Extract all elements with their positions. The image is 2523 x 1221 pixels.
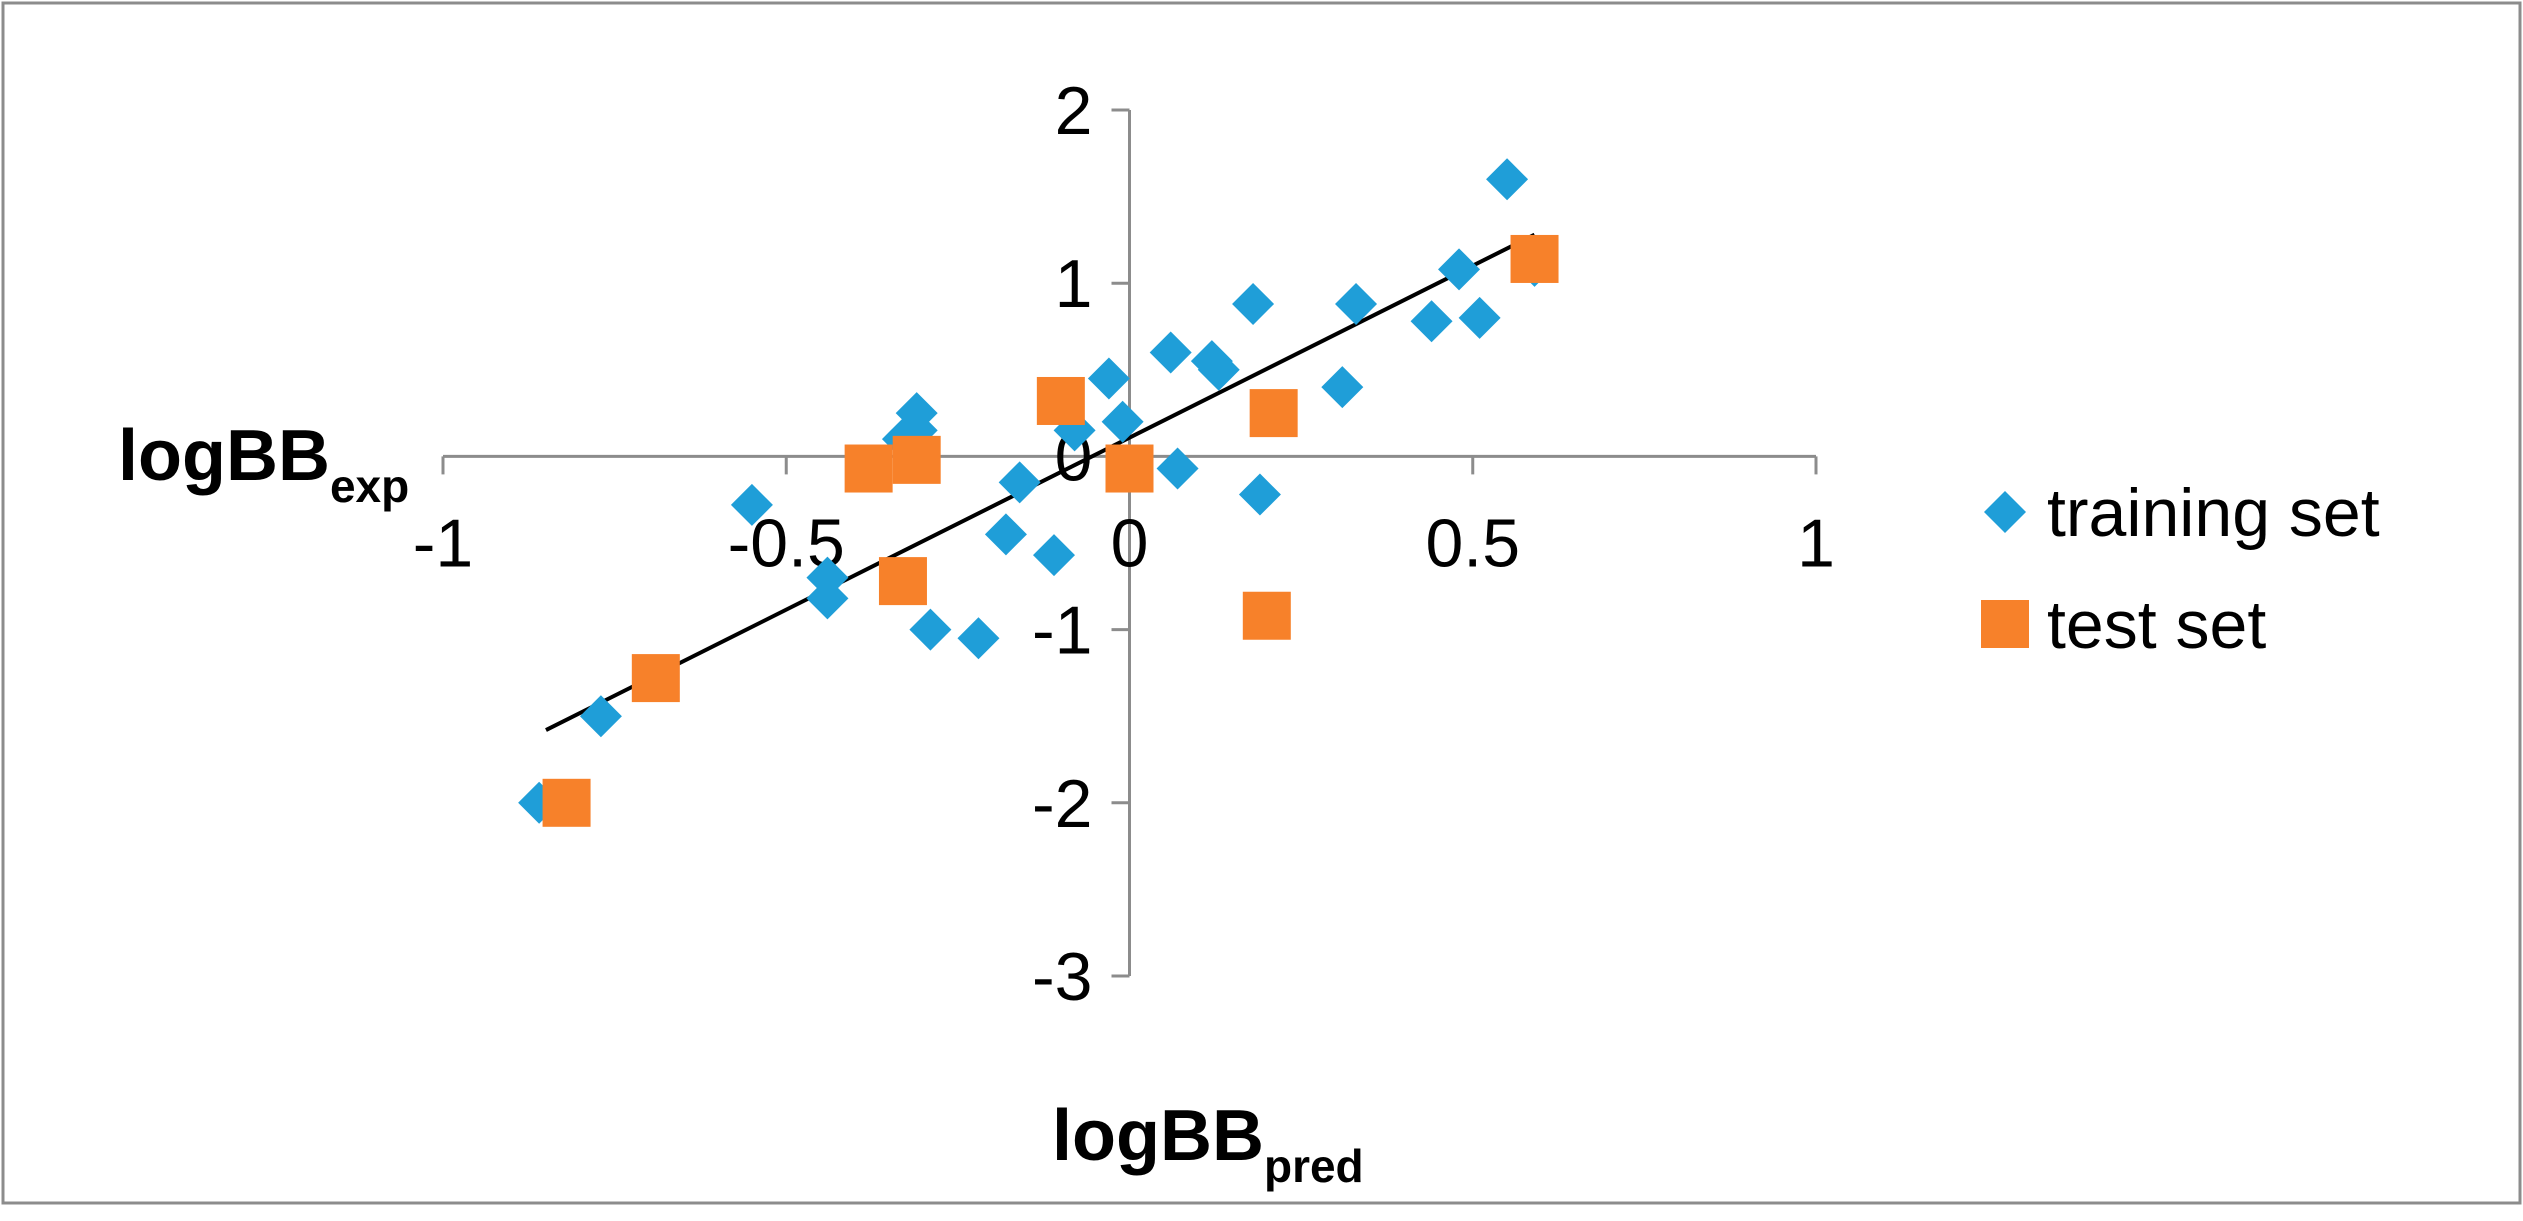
x-axis-title-main: logBB — [1052, 1096, 1264, 1176]
y-axis-title: logBBexp — [118, 416, 409, 512]
legend-label-test-set: test set — [2047, 587, 2266, 663]
y-axis-title-main: logBB — [118, 416, 330, 496]
training-set-point — [1410, 300, 1453, 343]
training-set-point — [1486, 158, 1529, 201]
training-set-point — [1149, 331, 1192, 374]
x-axis-title-subscript: pred — [1264, 1140, 1364, 1192]
legend-label-training-set: training set — [2047, 475, 2380, 551]
y-tick-label: -2 — [1032, 766, 1092, 842]
training-set-point — [1197, 348, 1240, 391]
test-set-point — [844, 444, 893, 493]
training-set-point — [909, 608, 952, 651]
legend-marker-training-set — [1984, 491, 2026, 533]
training-set-point — [998, 461, 1041, 504]
test-set-point — [1105, 444, 1154, 493]
x-tick-label: 0 — [1111, 505, 1149, 581]
training-set-point — [984, 513, 1027, 556]
training-set-point — [730, 483, 773, 526]
training-set-point — [1101, 400, 1144, 443]
test-set-point — [1036, 376, 1085, 425]
training-set-point — [1156, 447, 1199, 490]
x-tick-label: -1 — [413, 505, 473, 581]
training-set-point — [1335, 282, 1378, 325]
training-set-point — [579, 695, 622, 738]
x-tick-label: 1 — [1797, 505, 1835, 581]
x-tick-label: 0.5 — [1425, 505, 1520, 581]
training-set-point — [1458, 296, 1501, 339]
training-set-point — [957, 617, 1000, 660]
test-set-point — [1249, 389, 1298, 438]
test-set-point — [631, 654, 680, 703]
test-set-point — [1242, 591, 1291, 640]
y-tick-label: -1 — [1032, 593, 1092, 669]
training-set-point — [1032, 534, 1075, 577]
legend-marker-test-set — [1981, 600, 2029, 648]
training-set-point — [1087, 357, 1130, 400]
training-set-point — [1438, 248, 1481, 291]
training-set-point — [1232, 282, 1275, 325]
y-tick-label: 1 — [1055, 246, 1093, 322]
y-axis-title-subscript: exp — [330, 460, 409, 512]
legend: training set test set — [1981, 475, 2380, 663]
data-points — [518, 158, 1559, 827]
training-set-point — [1238, 473, 1281, 516]
test-set-point — [542, 778, 591, 827]
y-tick-label: 2 — [1055, 73, 1093, 149]
y-tick-label: -3 — [1032, 939, 1092, 1015]
test-set-point — [878, 557, 927, 606]
test-set-point — [892, 435, 941, 484]
training-set-point — [1321, 366, 1364, 409]
training-set-point — [806, 556, 849, 599]
x-axis-title: logBBpred — [1052, 1096, 1364, 1192]
test-set-point — [1510, 234, 1559, 283]
